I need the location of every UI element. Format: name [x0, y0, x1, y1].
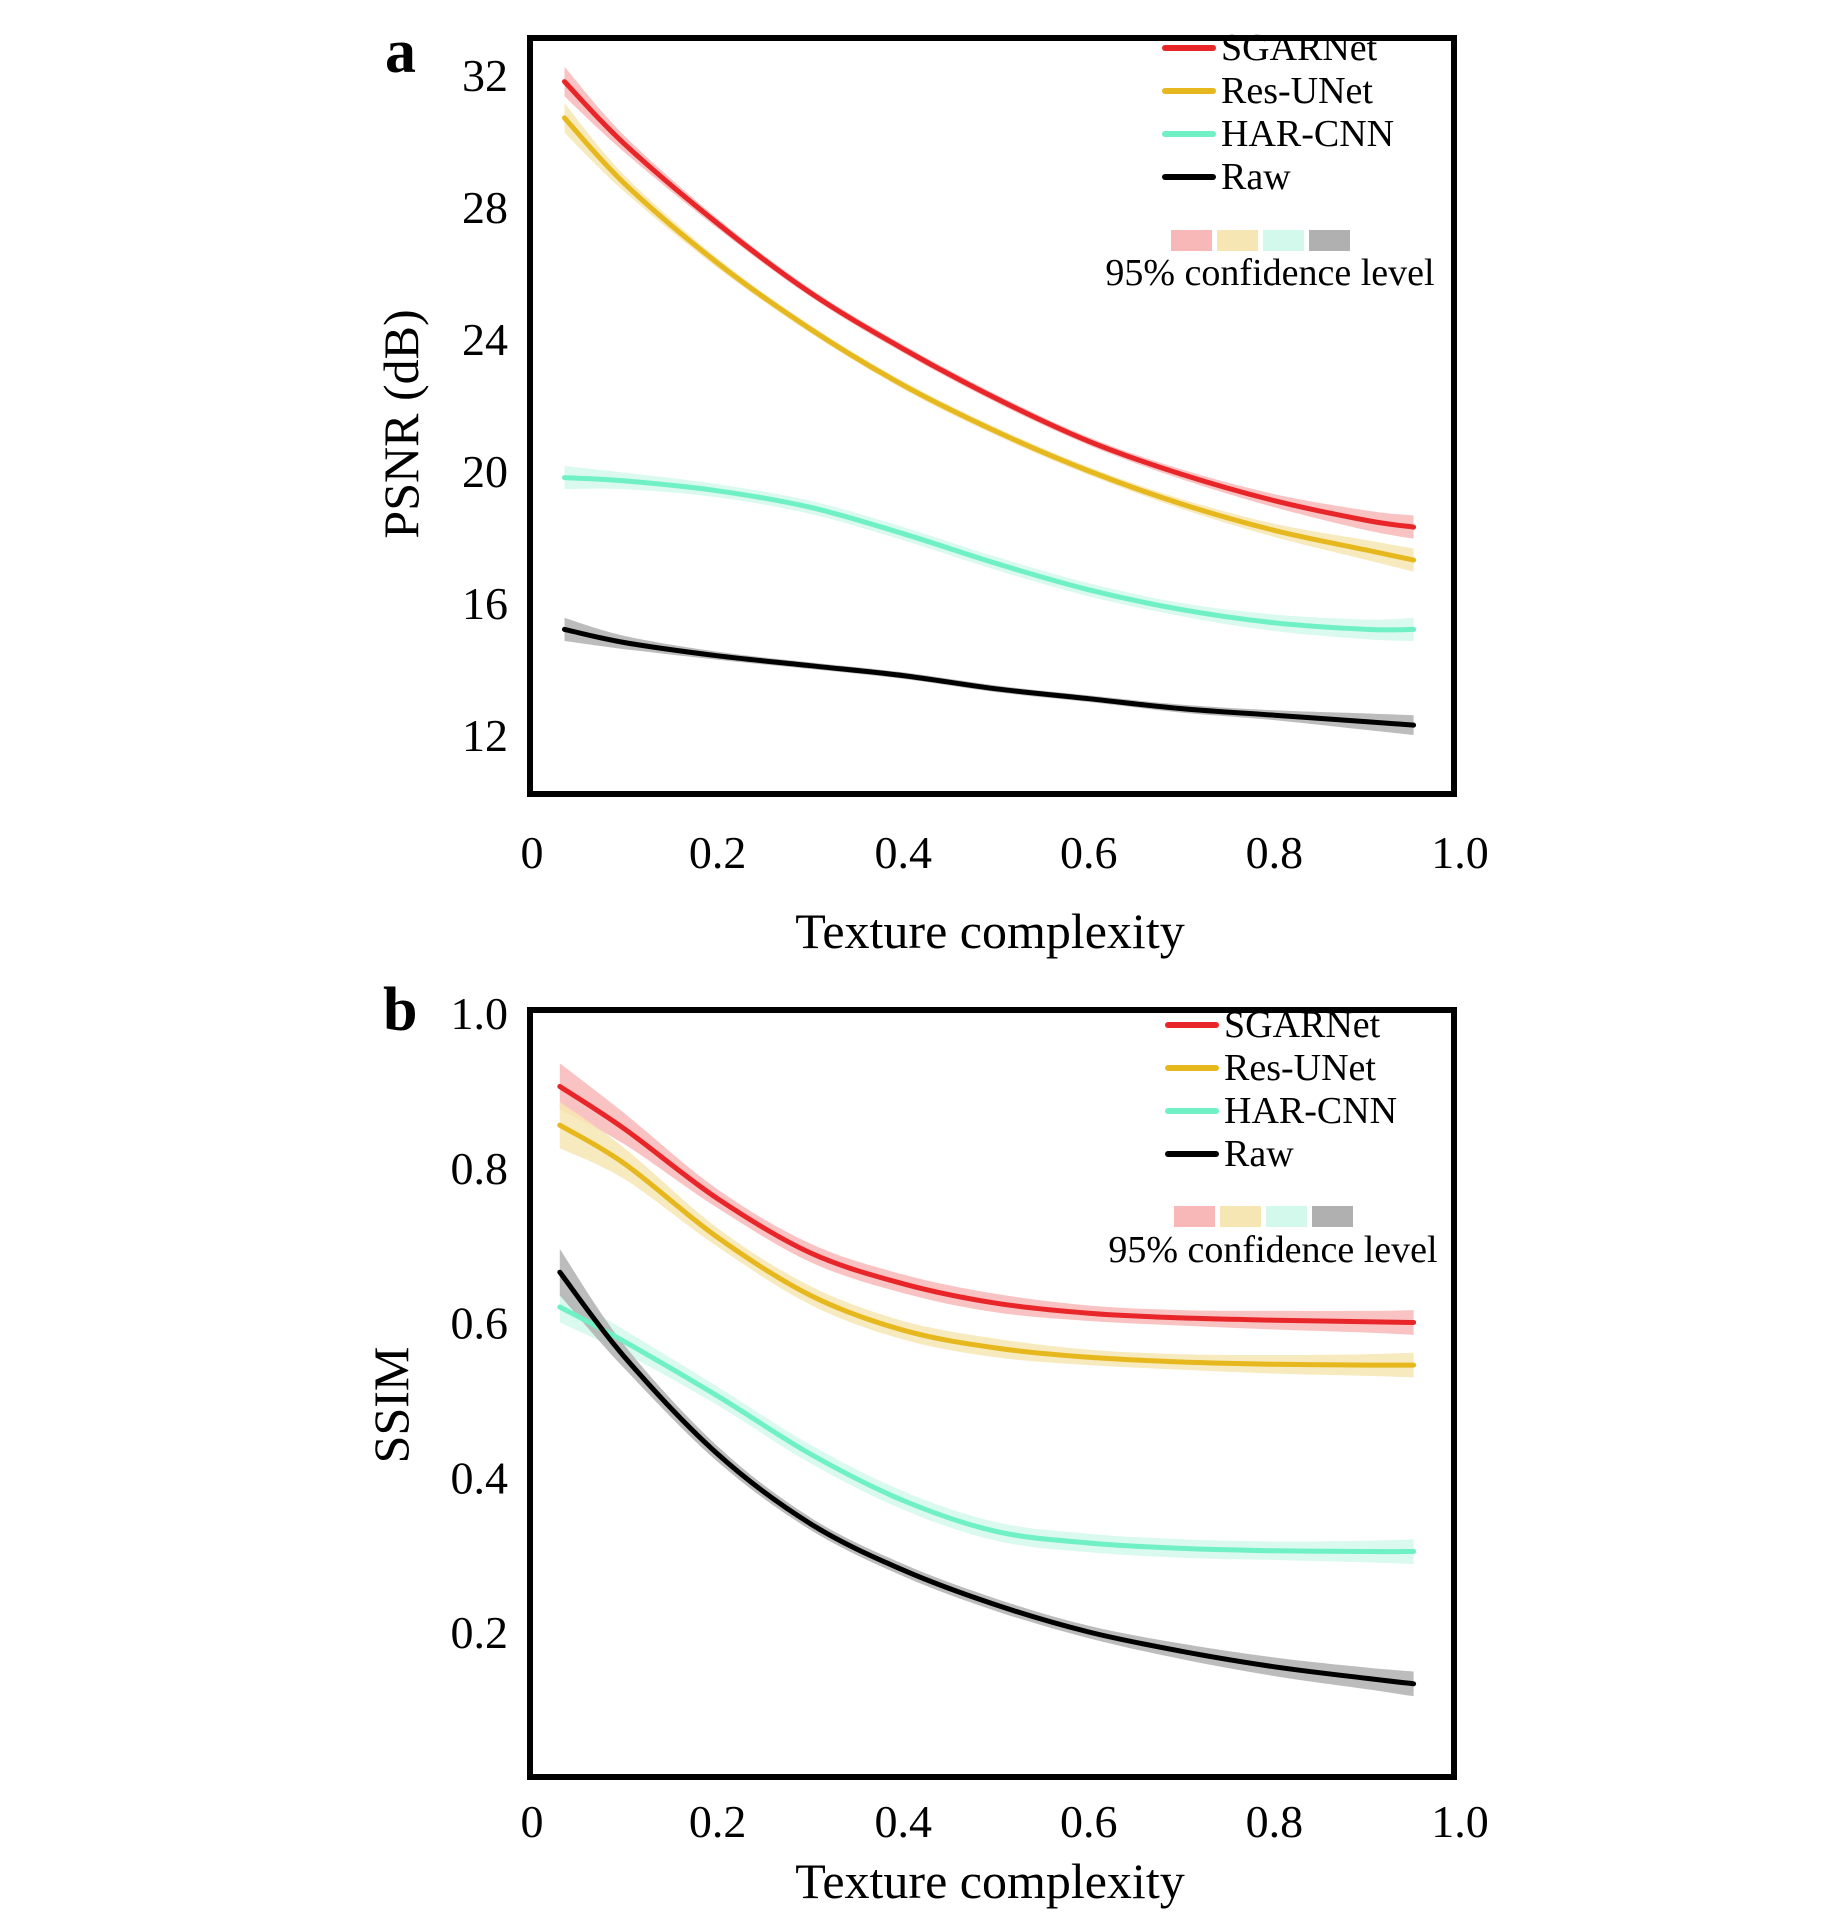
x-tick-label: 1.0	[1431, 1796, 1489, 1847]
panel-b-ssim-chart: b 0.2 0.4 0.6 0.8 1.0 0 0.2 0.4 0.6 0.8 1.0 Textu…	[363, 976, 1489, 1909]
x-axis-label: Texture complexity	[795, 903, 1184, 959]
series-line-har-cnn	[557, 1304, 1417, 1555]
x-tick-label: 0.6	[1060, 827, 1118, 878]
y-axis-label: SSIM	[363, 1347, 419, 1464]
ci-band-raw	[564, 617, 1414, 735]
legend-swatch-raw	[1309, 230, 1350, 251]
legend-swatch-har-cnn	[1266, 1206, 1307, 1227]
x-tick-label: 0.2	[689, 827, 747, 878]
series-line-sgarnet	[562, 79, 1417, 530]
series-line-raw	[562, 626, 1417, 728]
legend-swatch-res-unet	[1217, 230, 1258, 251]
y-tick-label: 0.4	[451, 1452, 509, 1503]
series-line-har-cnn	[562, 475, 1417, 633]
y-tick-labels: 0.2 0.4 0.6 0.8 1.0	[451, 988, 509, 1658]
series-line-raw	[557, 1269, 1417, 1687]
x-tick-label: 0.8	[1246, 827, 1304, 878]
confidence-bands	[559, 1063, 1414, 1697]
x-tick-label: 0.4	[874, 1796, 932, 1847]
x-tick-label: 1.0	[1431, 827, 1489, 878]
panel-letter-a: a	[385, 18, 416, 86]
legend-label-sgarnet: SGARNet	[1221, 27, 1378, 69]
legend-swatch-res-unet	[1220, 1206, 1261, 1227]
x-axis-label: Texture complexity	[795, 1853, 1184, 1909]
y-tick-labels: 12 16 20 24 28 32	[462, 50, 508, 761]
legend-label-sgarnet: SGARNet	[1224, 1004, 1381, 1046]
legend-confidence-note: 95% confidence level	[1105, 252, 1434, 294]
x-tick-labels: 0 0.2 0.4 0.6 0.8 1.0	[521, 827, 1489, 878]
y-tick-label: 20	[462, 446, 508, 497]
legend-label-har-cnn: HAR-CNN	[1221, 113, 1394, 155]
y-tick-label: 0.6	[451, 1298, 509, 1349]
legend-swatch-sgarnet	[1171, 230, 1212, 251]
series-line-sgarnet	[557, 1084, 1417, 1325]
y-tick-label: 32	[462, 50, 508, 101]
y-tick-label: 16	[462, 578, 508, 629]
legend-swatch-sgarnet	[1174, 1206, 1215, 1227]
y-tick-label: 0.2	[451, 1607, 509, 1658]
x-tick-label: 0.8	[1246, 1796, 1304, 1847]
ci-band-har-cnn	[564, 466, 1414, 641]
x-tick-labels: 0 0.2 0.4 0.6 0.8 1.0	[521, 1796, 1489, 1847]
ci-band-raw	[559, 1249, 1414, 1697]
series-line-res-unet	[562, 115, 1417, 563]
legend-label-res-unet: Res-UNet	[1221, 70, 1373, 112]
x-tick-label: 0	[521, 827, 544, 878]
y-tick-label: 24	[462, 314, 508, 365]
x-tick-label: 0.2	[689, 1796, 747, 1847]
ci-band-sgarnet	[559, 1063, 1414, 1335]
y-tick-label: 28	[462, 182, 508, 233]
y-tick-label: 0.8	[451, 1143, 509, 1194]
legend-swatch-raw	[1312, 1206, 1353, 1227]
x-tick-label: 0.4	[874, 827, 932, 878]
legend-label-raw: Raw	[1221, 156, 1291, 198]
plot-frame	[527, 1007, 1457, 1780]
ci-band-res-unet	[559, 1102, 1414, 1378]
x-tick-label: 0.6	[1060, 1796, 1118, 1847]
legend-confidence-note: 95% confidence level	[1108, 1229, 1437, 1271]
legend-label-raw: Raw	[1224, 1133, 1294, 1175]
panel-a-psnr-chart: a 12 16 20 24 28 32 0 0.2 0.4 0.6 0.8 1.0 Texture …	[373, 18, 1489, 959]
legend-swatch-har-cnn	[1263, 230, 1304, 251]
series-line-res-unet	[557, 1122, 1417, 1368]
legend-label-har-cnn: HAR-CNN	[1224, 1090, 1397, 1132]
panel-letter-b: b	[383, 976, 417, 1044]
y-tick-label: 1.0	[451, 988, 509, 1039]
legend-label-res-unet: Res-UNet	[1224, 1047, 1376, 1089]
y-tick-label: 12	[462, 710, 508, 761]
x-tick-label: 0	[521, 1796, 544, 1847]
plot-frame	[527, 35, 1457, 797]
series-lines	[562, 79, 1417, 728]
series-lines	[557, 1084, 1417, 1687]
y-axis-label: PSNR (dB)	[373, 309, 429, 538]
